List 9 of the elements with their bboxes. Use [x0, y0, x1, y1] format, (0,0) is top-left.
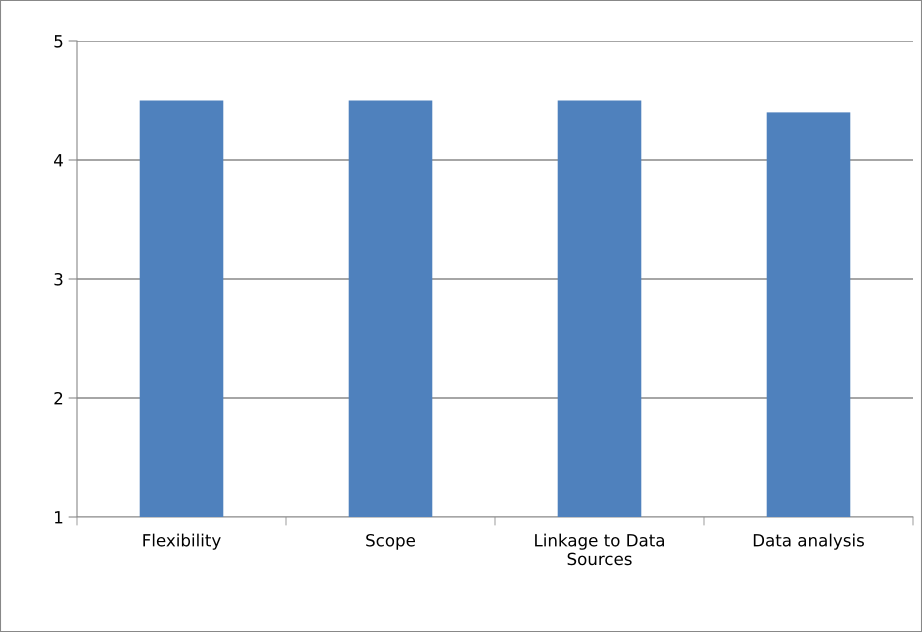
y-tick-label: 1: [55, 511, 62, 524]
x-tick-label: Linkage to Data Sources: [535, 534, 664, 566]
y-tick-label: 3: [54, 272, 62, 286]
y-tick-label: 2: [54, 392, 62, 404]
x-tick-label: Data analysis: [754, 534, 864, 550]
y-tick-label: 4: [54, 154, 63, 166]
x-tick-label: Flexibility: [143, 534, 221, 550]
y-tick-label: 5: [54, 35, 62, 48]
x-tick-label: Scope: [366, 534, 415, 550]
